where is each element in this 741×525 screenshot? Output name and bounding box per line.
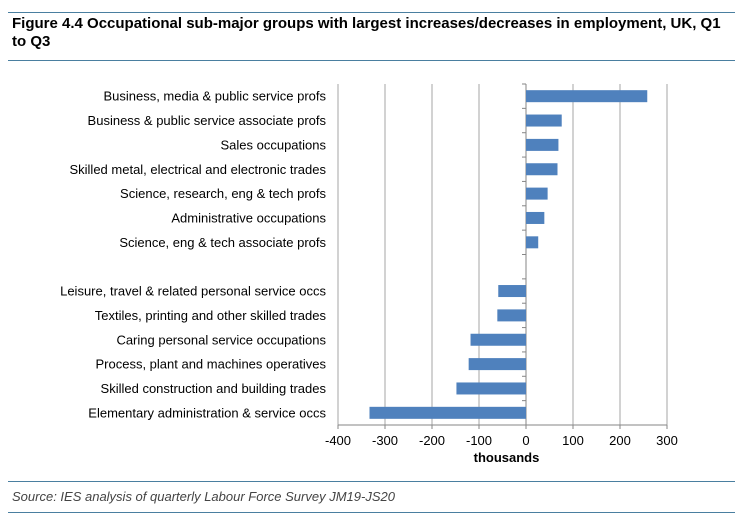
- category-label: Caring personal service occupations: [116, 332, 326, 347]
- footer-rule: [8, 512, 735, 513]
- bar: [456, 382, 526, 395]
- bottom-rule: [8, 481, 735, 482]
- category-label: Process, plant and machines operatives: [95, 357, 326, 372]
- category-label: Science, eng & tech associate profs: [119, 235, 326, 250]
- bar: [526, 114, 562, 127]
- x-tick-label: 100: [562, 433, 584, 448]
- x-tick-label: -400: [325, 433, 351, 448]
- bar: [526, 236, 539, 249]
- bar: [369, 406, 526, 419]
- category-label: Skilled construction and building trades: [101, 381, 327, 396]
- bar: [526, 90, 648, 103]
- x-tick-label: -200: [419, 433, 445, 448]
- title-rule: [8, 60, 735, 61]
- bar: [498, 285, 526, 298]
- category-label: Science, research, eng & tech profs: [120, 186, 326, 201]
- bar: [526, 187, 548, 200]
- category-label: Sales occupations: [220, 137, 326, 152]
- top-rule: [8, 12, 735, 13]
- category-label: Business & public service associate prof…: [88, 113, 327, 128]
- bar: [470, 333, 526, 346]
- x-tick-label: -300: [372, 433, 398, 448]
- x-tick-label: 200: [609, 433, 631, 448]
- source-note: Source: IES analysis of quarterly Labour…: [12, 489, 395, 504]
- bar: [468, 358, 526, 371]
- bar: [526, 138, 559, 151]
- bar: [526, 211, 545, 224]
- bar: [497, 309, 526, 322]
- category-label: Textiles, printing and other skilled tra…: [95, 308, 327, 323]
- category-label: Leisure, travel & related personal servi…: [60, 284, 326, 299]
- x-axis-title: thousands: [474, 450, 540, 465]
- category-label: Skilled metal, electrical and electronic…: [69, 162, 326, 177]
- x-tick-label: 300: [656, 433, 678, 448]
- figure-title: Figure 4.4 Occupational sub-major groups…: [12, 15, 721, 50]
- x-tick-label: 0: [522, 433, 529, 448]
- category-label: Elementary administration & service occs: [88, 405, 326, 420]
- category-label: Business, media & public service profs: [103, 89, 326, 104]
- x-tick-label: -100: [466, 433, 492, 448]
- category-label: Administrative occupations: [171, 210, 326, 225]
- bar: [526, 163, 558, 176]
